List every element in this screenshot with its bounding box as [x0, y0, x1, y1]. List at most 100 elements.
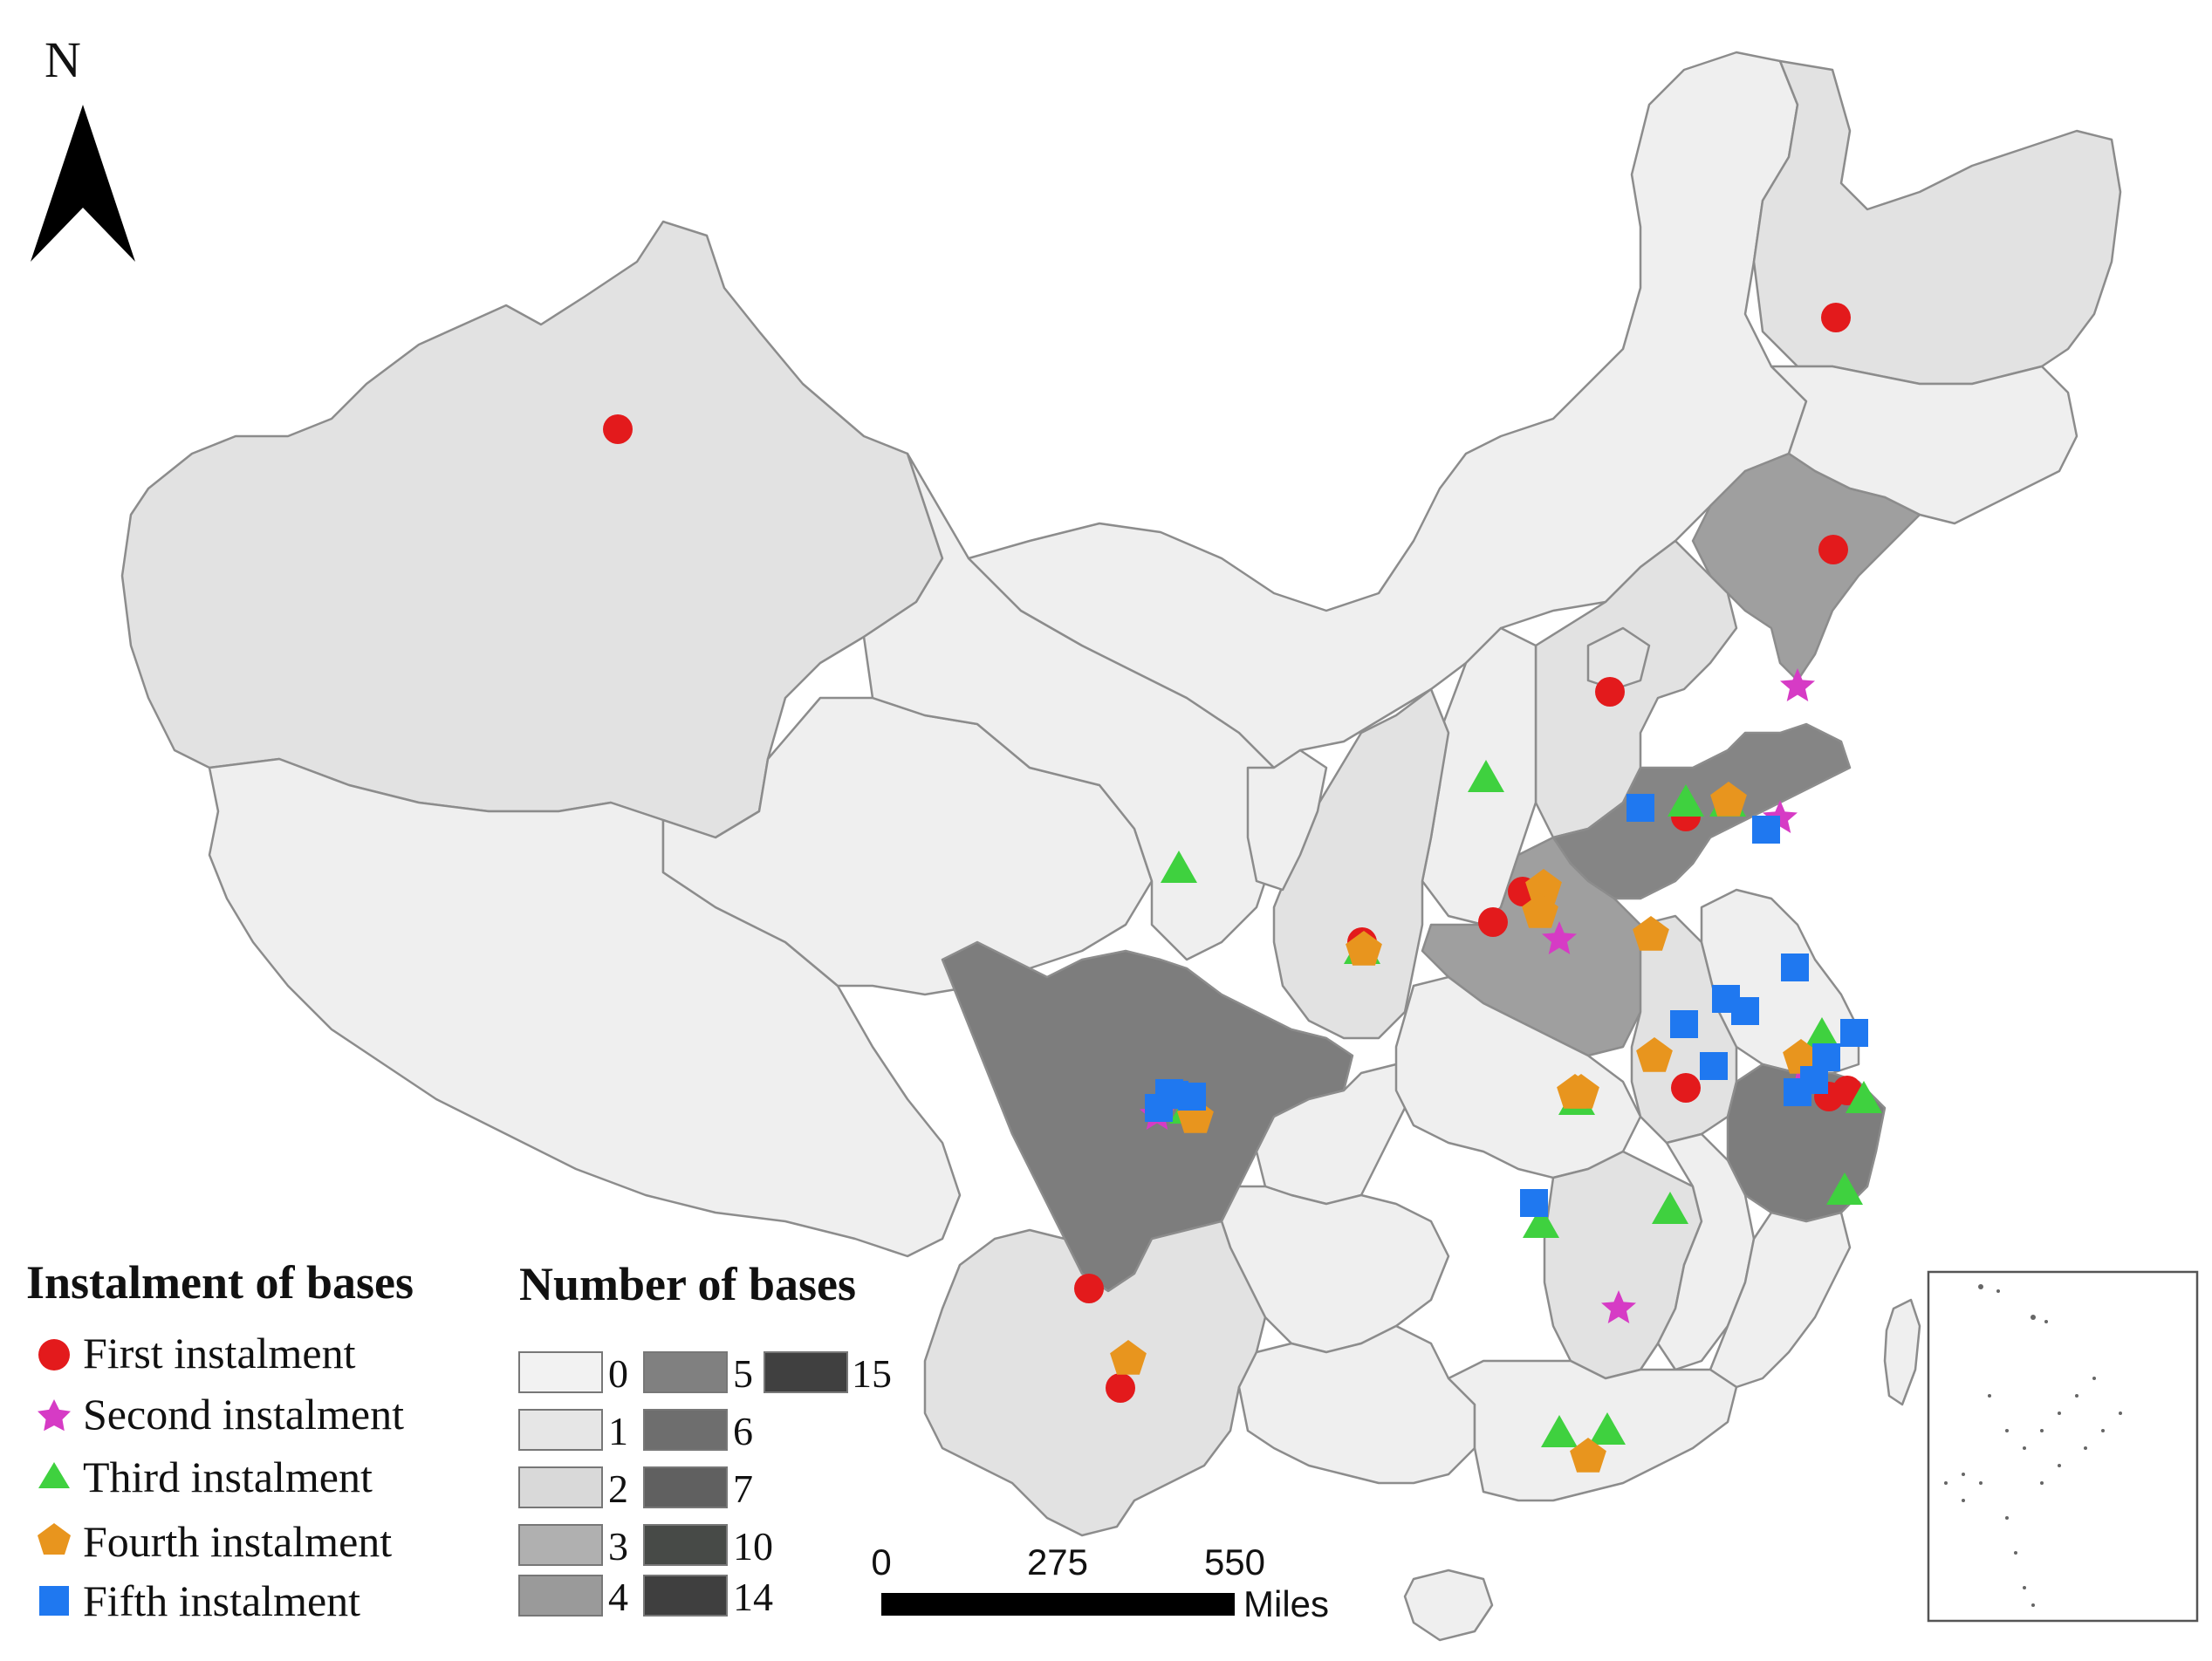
- legend-item-label: Fifth instalment: [83, 1576, 360, 1625]
- square-marker: [1731, 997, 1759, 1025]
- circle-marker: [603, 414, 633, 444]
- legend-item-third: Third instalment: [38, 1453, 373, 1501]
- pentagon-marker: [1525, 869, 1562, 904]
- count-swatch-5: [643, 1351, 728, 1393]
- count-swatch-7: [643, 1466, 728, 1508]
- legend-item-label: First instalment: [83, 1329, 356, 1377]
- pentagon-marker: [1570, 1438, 1606, 1473]
- star-marker: [1780, 668, 1815, 701]
- base-markers: [603, 303, 1882, 1473]
- pentagon-marker: [1783, 1039, 1819, 1074]
- scale-tick-550: 550: [1204, 1541, 1265, 1582]
- region-yunnan: [923, 1220, 1267, 1537]
- count-swatch-6: [643, 1409, 728, 1451]
- pentagon-marker: [1710, 782, 1747, 817]
- count-swatch-3: [518, 1524, 603, 1566]
- legend-item-label: Second instalment: [83, 1390, 404, 1439]
- count-swatch-14: [643, 1575, 728, 1617]
- count-label: 1: [608, 1409, 628, 1453]
- square-marker: [1781, 954, 1809, 981]
- region-heilongjiang: [1752, 59, 2122, 386]
- count-swatch-2: [518, 1466, 603, 1508]
- count-legend: Number of bases 0 1 2 3 4 5 6 7 10 14 15: [518, 1258, 892, 1619]
- square-marker: [1752, 816, 1780, 844]
- triangle-marker: [1804, 1017, 1840, 1049]
- pentagon-marker: [1346, 931, 1382, 966]
- scale-tick-0: 0: [871, 1541, 891, 1582]
- count-legend-title: Number of bases: [519, 1258, 856, 1310]
- pentagon-marker: [1633, 916, 1669, 951]
- star-marker: [1542, 921, 1577, 954]
- triangle-marker: [1161, 851, 1197, 883]
- fifth-instalment-square-icon: [39, 1586, 69, 1616]
- circle-marker: [1595, 677, 1625, 707]
- legend-item-second: Second instalment: [38, 1390, 404, 1439]
- north-label: N: [45, 31, 81, 88]
- region-guangxi: [1237, 1324, 1476, 1485]
- triangle-marker: [1468, 760, 1504, 792]
- region-beijing: [1586, 626, 1651, 691]
- fourth-instalment-pentagon-icon: [38, 1523, 71, 1555]
- circle-marker: [1821, 303, 1851, 332]
- count-swatch-1: [518, 1409, 603, 1451]
- pentagon-marker: [1636, 1037, 1673, 1072]
- triangle-marker: [1652, 1192, 1688, 1224]
- count-label: 3: [608, 1524, 628, 1569]
- triangle-marker: [1826, 1172, 1863, 1205]
- region-jiangxi: [1656, 1132, 1756, 1371]
- pentagon-marker: [1522, 893, 1558, 928]
- scale-bar-fill: [881, 1593, 1235, 1616]
- region-fujian: [1709, 1211, 1852, 1389]
- count-label: 0: [608, 1351, 628, 1396]
- count-label: 6: [733, 1409, 753, 1453]
- count-swatch-4: [518, 1575, 603, 1617]
- region-hainan: [1403, 1569, 1494, 1642]
- region-xizang: [208, 757, 962, 1258]
- first-instalment-circle-icon: [38, 1339, 70, 1370]
- legend-item-label: Fourth instalment: [83, 1517, 392, 1566]
- instalment-legend: Instalment of bases First instalment Sec…: [26, 1256, 414, 1625]
- legend-item-fifth: Fifth instalment: [39, 1576, 360, 1625]
- count-swatch-0: [518, 1351, 603, 1393]
- square-marker: [1670, 1010, 1698, 1038]
- star-marker: [1601, 1290, 1636, 1323]
- legend-item-fourth: Fourth instalment: [38, 1517, 392, 1566]
- scale-tick-275: 275: [1027, 1541, 1088, 1582]
- scale-bar: 0 275 550 Miles: [871, 1541, 1329, 1624]
- count-label: 7: [733, 1466, 753, 1511]
- count-label: 2: [608, 1466, 628, 1511]
- circle-marker: [1818, 535, 1848, 564]
- legend-item-first: First instalment: [38, 1329, 356, 1377]
- triangle-marker: [1541, 1415, 1578, 1447]
- square-marker: [1161, 1081, 1188, 1109]
- region-taiwan: [1883, 1298, 1921, 1406]
- triangle-marker: [1846, 1081, 1882, 1113]
- region-shandong: [1551, 722, 1852, 900]
- pentagon-marker: [1110, 1340, 1147, 1375]
- square-marker: [1800, 1066, 1828, 1094]
- south-china-sea-inset: [1927, 1270, 2199, 1623]
- second-instalment-star-icon: [38, 1399, 71, 1432]
- square-marker: [1840, 1019, 1868, 1047]
- pentagon-marker: [1557, 1074, 1593, 1109]
- region-guangdong: [1447, 1359, 1738, 1502]
- count-label: 15: [852, 1351, 892, 1396]
- triangle-marker: [1523, 1206, 1559, 1238]
- instalment-legend-title: Instalment of bases: [26, 1256, 414, 1309]
- circle-marker: [1671, 1073, 1701, 1103]
- circle-marker: [1106, 1373, 1135, 1403]
- square-marker: [1700, 1052, 1728, 1080]
- count-label: 14: [733, 1575, 773, 1619]
- square-marker: [1520, 1189, 1548, 1217]
- count-label: 5: [733, 1351, 753, 1396]
- circle-marker: [1478, 907, 1508, 937]
- count-swatch-15: [764, 1351, 848, 1393]
- north-arrow-icon: [31, 105, 135, 262]
- count-label: 4: [608, 1575, 628, 1619]
- triangle-marker: [1589, 1412, 1626, 1445]
- triangle-marker: [1668, 784, 1704, 817]
- count-swatch-10: [643, 1524, 728, 1566]
- square-marker: [1626, 794, 1654, 822]
- legend-item-label: Third instalment: [83, 1453, 373, 1501]
